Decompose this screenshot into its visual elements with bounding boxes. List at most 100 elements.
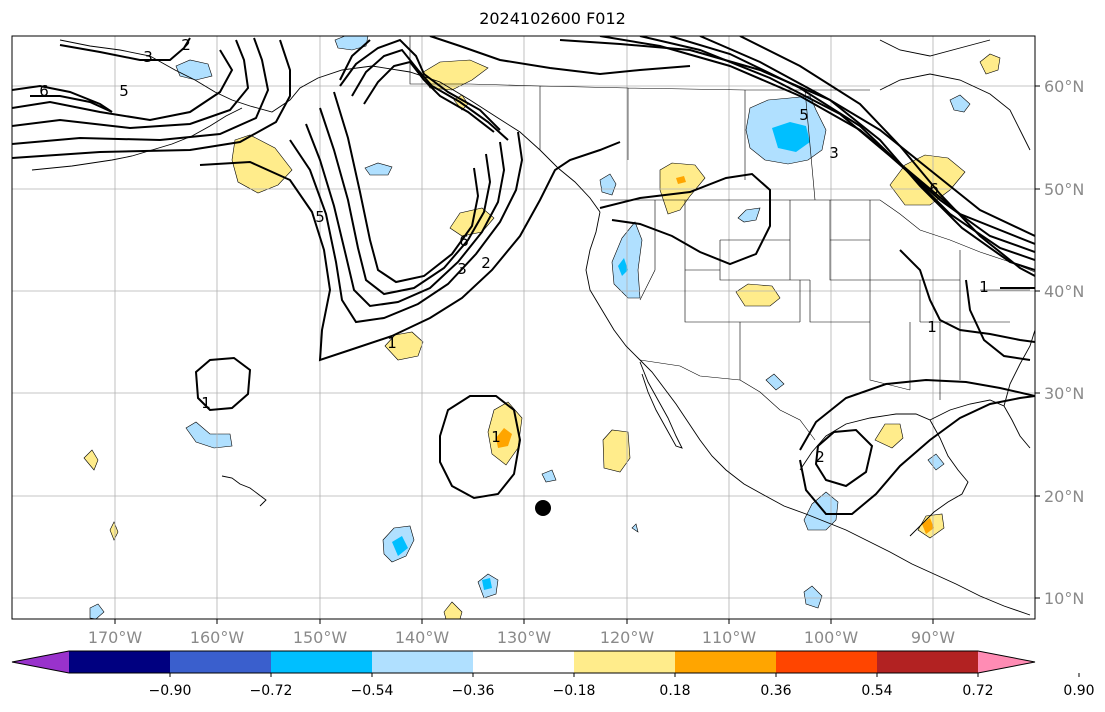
us-state-borders (639, 200, 1030, 400)
positive-anomaly-area (109, 521, 119, 541)
east-contour (899, 249, 1035, 343)
negative-anomaly-areas (89, 36, 971, 619)
colorbar-segment (574, 651, 676, 673)
contour-label: 6 (929, 180, 939, 198)
contour-label: 3 (457, 260, 467, 278)
trough-contour (333, 91, 480, 284)
contour-label: 1 (979, 278, 989, 296)
positive-anomaly-area (443, 601, 463, 619)
gridlines (12, 36, 1035, 619)
alaska-coastline (59, 39, 601, 213)
contour-label: 1 (201, 394, 211, 412)
east-contour (965, 279, 1031, 361)
baja-california (639, 361, 683, 449)
lon-label: 140°W (395, 628, 450, 647)
map-area: 6 5 3 2 5 3 2 6 5 3 6 1 1 1 1 2 1 (12, 36, 1035, 619)
negative-anomaly-area (175, 59, 213, 81)
colorbar-min-extension (12, 651, 69, 673)
closed-contour (599, 172, 771, 266)
colorbar-segment (776, 651, 878, 673)
lon-label: 160°W (190, 628, 245, 647)
colorbar-segment (675, 651, 777, 673)
colorbar-tick-label: 0.36 (760, 683, 791, 699)
trough-contour (319, 107, 492, 296)
negative-anomaly-area (949, 94, 971, 113)
map-frame (11, 35, 1036, 620)
positive-anomaly-area (659, 162, 706, 215)
colorbar-tick-label: 0.18 (659, 683, 690, 699)
lon-label: 120°W (600, 628, 655, 647)
trough-contour (289, 131, 524, 324)
colorbar: −0.90 −0.72 −0.54 −0.36 −0.18 0.18 0.36 0.54 0.7… (11, 650, 1095, 699)
axis-ticks (114, 85, 1040, 624)
contour-line (12, 39, 291, 159)
ridge-contour (363, 60, 495, 133)
positive-anomaly-area (735, 283, 781, 307)
east-jet-contour (669, 36, 1035, 261)
us-mexico-border (639, 359, 816, 441)
strong-negative-core (482, 578, 492, 590)
colorbar-tick-label: 0.90 (1063, 683, 1094, 699)
ridge-contour (429, 36, 691, 76)
negative-anomaly-area (89, 603, 105, 619)
strong-negative-core (772, 122, 810, 152)
florida-coast (929, 399, 1031, 449)
contour-label: 3 (829, 144, 839, 162)
negative-anomaly-area (631, 523, 639, 533)
ridge-contour (351, 48, 509, 141)
lon-label: 170°W (88, 628, 143, 647)
contour-label: 6 (39, 82, 49, 100)
positive-anomaly-area (979, 53, 1001, 75)
contour-line (12, 49, 234, 122)
positive-anomaly-area (874, 423, 904, 449)
negative-anomaly-area (541, 469, 557, 483)
strong-negative-cores (392, 122, 810, 590)
contour-label: 6 (459, 232, 469, 250)
lon-label: 90°W (911, 628, 955, 647)
contour-label: 5 (799, 106, 809, 124)
closed-contour (439, 395, 522, 500)
longitude-labels: 170°W 160°W 150°W 140°W 130°W 120°W 110°… (88, 628, 955, 647)
colorbar-segment (473, 651, 575, 673)
negative-anomaly-area (765, 373, 785, 391)
lat-label: 60°N (1044, 77, 1084, 96)
negative-anomaly-area (927, 453, 945, 471)
map-title: 2024102600 F012 (479, 9, 626, 28)
negative-anomaly-area (599, 173, 617, 196)
closed-contour (799, 378, 1035, 451)
positive-anomaly-area (602, 429, 631, 473)
colorbar-tick-label: −0.90 (149, 683, 192, 699)
latitude-labels: 60°N 50°N 40°N 30°N 20°N 10°N (1044, 77, 1084, 608)
trough-contour (199, 141, 621, 362)
colorbar-outline (11, 650, 1036, 674)
hudson-bay-coast (879, 73, 1031, 151)
lon-label: 110°W (702, 628, 757, 647)
lon-label: 100°W (804, 628, 859, 647)
colorbar-segment (877, 651, 979, 673)
lon-label: 130°W (497, 628, 552, 647)
lon-label: 150°W (293, 628, 348, 647)
location-marker (535, 500, 551, 516)
contour-label: 2 (815, 448, 825, 466)
strong-positive-core (922, 518, 934, 534)
colorbar-segment (372, 651, 474, 673)
coastlines (31, 39, 1035, 616)
contour-line (12, 84, 113, 113)
contour-lines (12, 36, 1035, 515)
positive-anomaly-area (231, 134, 293, 194)
strong-positive-core (676, 176, 686, 184)
alaska-canada-border (409, 36, 470, 85)
contour-label: 2 (181, 36, 191, 54)
lat-label: 30°N (1044, 384, 1084, 403)
east-jet-contour (739, 36, 1035, 277)
lat-label: 40°N (1044, 282, 1084, 301)
strong-negative-core (392, 536, 408, 556)
ridge-contour (339, 38, 501, 131)
contour-label: 5 (315, 208, 325, 226)
lat-label: 10°N (1044, 589, 1084, 608)
strong-positive-core (496, 428, 512, 448)
east-jet-contour (699, 36, 1035, 271)
closed-contour (194, 356, 252, 412)
contour-line (59, 37, 191, 61)
negative-anomaly-area (185, 421, 233, 449)
